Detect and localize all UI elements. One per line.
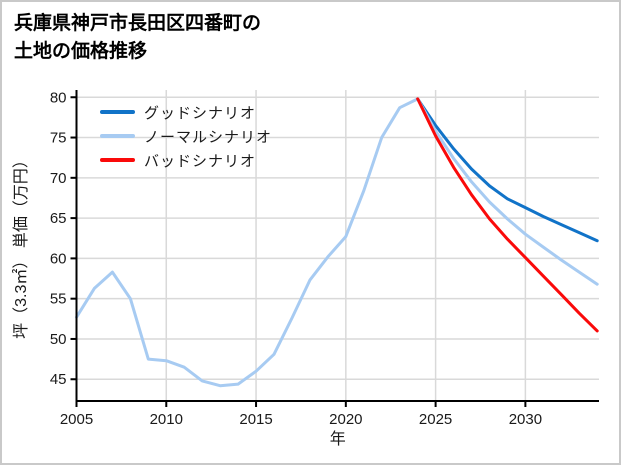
legend-item-good: グッドシナリオ (100, 100, 272, 124)
series-line-good (416, 97, 599, 243)
legend-item-bad: バッドシナリオ (100, 148, 272, 172)
y-tick-label: 55 (50, 291, 67, 308)
good-scenario-line-swatch (100, 110, 135, 114)
x-tick-label: 2025 (419, 411, 452, 428)
bad-scenario-line-swatch (100, 158, 135, 162)
y-tick-label: 60 (50, 250, 67, 267)
normal-scenario-line-swatch (100, 134, 135, 138)
y-tick-label: 75 (50, 130, 67, 147)
page-title-line1: 兵庫県神戸市長田区四番町の (14, 13, 262, 34)
legend-label-good: グッドシナリオ (144, 104, 257, 122)
x-tick-label: 2030 (509, 411, 542, 428)
series-line-history (75, 97, 420, 388)
y-tick-label: 70 (50, 170, 67, 187)
y-tick-label: 50 (50, 331, 67, 348)
x-tick-label: 2010 (150, 411, 183, 428)
x-tick-label: 2020 (329, 411, 362, 428)
legend-item-normal: ノーマルシナリオ (100, 124, 272, 148)
legend-label-bad: バッドシナリオ (144, 152, 257, 170)
page-title: 兵庫県神戸市長田区四番町の 土地の価格推移 (14, 10, 261, 66)
series-line-bad (416, 97, 599, 333)
legend-label-normal: ノーマルシナリオ (144, 128, 273, 146)
x-axis-label: 年 (330, 430, 346, 448)
y-tick-label: 65 (50, 210, 67, 227)
y-axis-label: 坪（3.3㎡） 単価（万円） (12, 152, 30, 339)
x-tick-label: 2015 (239, 411, 272, 428)
y-tick-label: 45 (50, 371, 67, 388)
x-tick-label: 2005 (60, 411, 93, 428)
y-tick-label: 80 (50, 89, 67, 106)
page-title-line2: 土地の価格推移 (14, 41, 148, 62)
legend: グッドシナリオ ノーマルシナリオ バッドシナリオ (100, 100, 272, 172)
series-line-normal (416, 97, 599, 286)
